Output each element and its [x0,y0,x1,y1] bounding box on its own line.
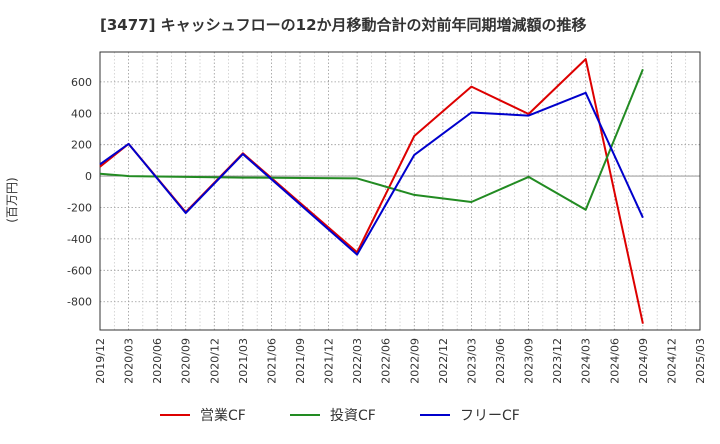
legend-label-0: 営業CF [200,408,246,424]
x-tick-label: 2021/03 [237,338,250,384]
x-tick-label: 2020/09 [180,338,193,384]
y-tick-label: -400 [67,233,92,246]
y-tick-label: -200 [67,201,92,214]
x-tick-label: 2020/06 [151,338,164,384]
y-tick-label: 600 [71,76,92,89]
y-tick-label: 400 [71,107,92,120]
x-tick-label: 2022/09 [408,338,421,384]
y-tick-label: 200 [71,139,92,152]
chart-title: [3477] キャッシュフローの12か月移動合計の対前年同期増減額の推移 [100,16,587,34]
y-tick-label: 0 [85,170,92,183]
plot-frame [99,51,701,331]
x-tick-label: 2020/12 [208,338,221,384]
x-tick-label: 2024/12 [665,338,678,384]
x-tick-label: 2023/03 [465,338,478,384]
legend-label-1: 投資CF [330,408,376,424]
legend-label-2: フリーCF [460,408,520,424]
x-tick-label: 2024/03 [580,338,593,384]
x-tick-label: 2023/09 [523,338,536,384]
x-tick-label: 2021/06 [265,338,278,384]
legend: 営業CF 投資CF フリーCF [160,408,520,424]
y-tick-label: -800 [67,296,92,309]
x-tick-label: 2021/12 [323,338,336,384]
x-tick-label: 2024/09 [637,338,650,384]
x-tick-label: 2023/06 [494,338,507,384]
x-tick-label: 2019/12 [94,338,107,384]
x-tick-label: 2022/03 [351,338,364,384]
series-line-2 [99,91,644,256]
x-tick-label: 2021/09 [294,338,307,384]
y-axis-label: (百万円) [5,177,19,222]
x-tick-label: 2023/12 [551,338,564,384]
x-tick-label: 2024/06 [608,338,621,384]
x-tick-label: 2025/03 [694,338,707,384]
x-tick-label: 2020/03 [123,338,136,384]
x-tick-label: 2022/12 [437,338,450,384]
series-line-1 [99,68,644,211]
plot-area: -800 -600 -400 -200 0 200 400 600 2019/12 2020/03… [67,51,707,384]
y-tick-label: -600 [67,264,92,277]
x-tick-label: 2022/06 [380,338,393,384]
